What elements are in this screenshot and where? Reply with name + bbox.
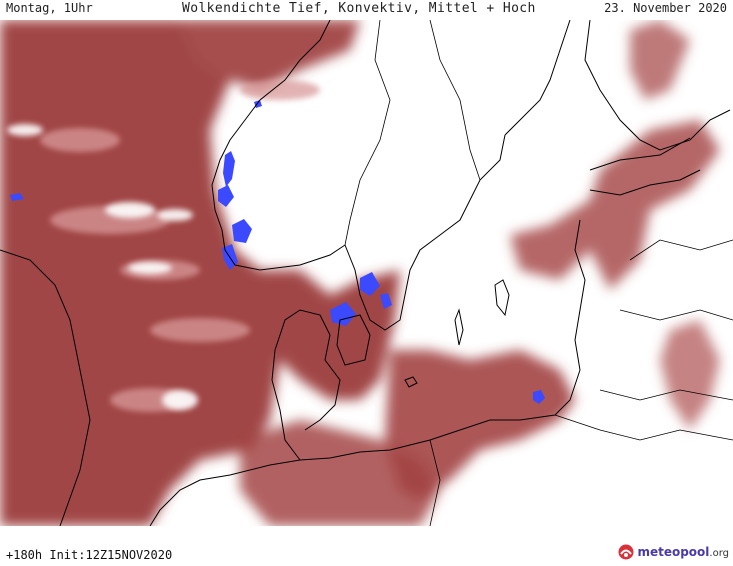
logo-text-tld: .org: [709, 548, 729, 559]
footer-bar: +180h Init:12Z15NOV2020 meteopool.org: [0, 526, 733, 566]
forecast-time: Montag, 1Uhr: [6, 1, 93, 15]
coastlines: [0, 20, 731, 526]
cloud-layer: [0, 20, 720, 526]
logo-text-main: meteopool: [637, 545, 710, 559]
cloud-area-east: [660, 320, 720, 430]
cloud-area-finland: [630, 20, 690, 100]
country-borders: [344, 20, 733, 526]
init-info: +180h Init:12Z15NOV2020: [6, 548, 173, 562]
cloud-area-baltic-south: [385, 350, 575, 500]
meteopool-logo[interactable]: meteopool.org: [618, 544, 729, 560]
cloud-clear-holes: [7, 124, 198, 410]
cloud-area-baltics: [510, 120, 720, 290]
meteopool-logo-icon: [618, 544, 634, 560]
cloud-density-map: [0, 20, 733, 526]
cloud-area-north-top: [180, 20, 360, 90]
map-title: Wolkendichte Tief, Konvektiv, Mittel + H…: [182, 1, 536, 16]
header-bar: Montag, 1Uhr Wolkendichte Tief, Konvekti…: [0, 0, 733, 20]
forecast-date: 23. November 2020: [604, 1, 727, 15]
